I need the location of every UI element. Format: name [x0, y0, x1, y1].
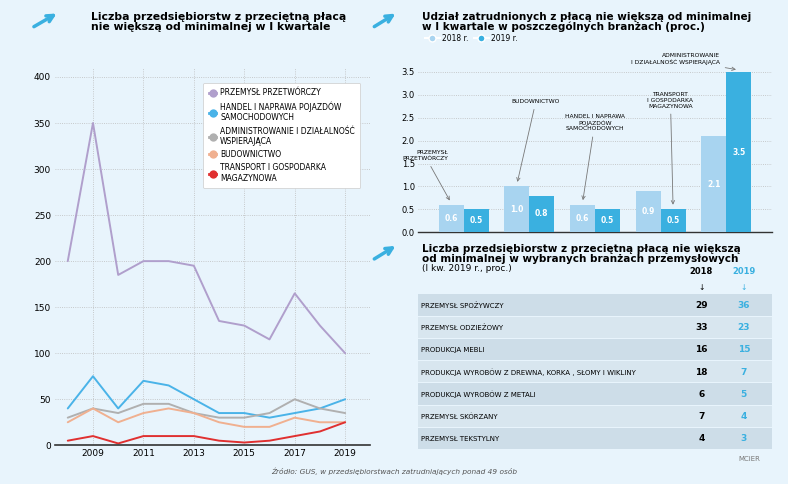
Text: 16: 16 [695, 346, 708, 354]
Text: 0.5: 0.5 [667, 216, 680, 226]
Text: 4: 4 [698, 435, 704, 443]
Text: w I kwartale w poszczególnych branżach (proc.): w I kwartale w poszczególnych branżach (… [422, 22, 704, 32]
Text: MCiER: MCiER [738, 456, 760, 462]
Text: 0.5: 0.5 [470, 216, 483, 226]
Text: Źródło: GUS, w przedsiębiorstwach zatrudniających ponad 49 osób: Źródło: GUS, w przedsiębiorstwach zatrud… [271, 468, 517, 475]
Text: PRODUKCJA WYROBÓW Z DREWNA, KORKA , SŁOMY I WIKLINY: PRODUKCJA WYROBÓW Z DREWNA, KORKA , SŁOM… [421, 368, 636, 376]
Text: 1.0: 1.0 [510, 205, 523, 214]
Text: 7: 7 [741, 368, 747, 377]
Bar [530, 196, 554, 232]
Bar [463, 210, 489, 232]
Bar [701, 136, 727, 232]
Bar [439, 205, 463, 232]
Text: 0.5: 0.5 [600, 216, 614, 226]
Bar [418, 339, 772, 360]
Text: PRODUKCJA WYROBÓW Z METALI: PRODUKCJA WYROBÓW Z METALI [421, 391, 536, 398]
Text: 2018: 2018 [690, 267, 713, 276]
Text: 3: 3 [741, 435, 747, 443]
Text: PRZEMYSŁ SPOŻYWCZY: PRZEMYSŁ SPOŻYWCZY [421, 302, 504, 309]
Text: ↓: ↓ [698, 283, 704, 292]
Text: ADMINISTROWANIE
I DZIAŁALNOŚĆ WSPIERAJĄCA: ADMINISTROWANIE I DZIAŁALNOŚĆ WSPIERAJĄC… [630, 53, 735, 71]
Text: 36: 36 [738, 301, 750, 310]
Text: 4: 4 [741, 412, 747, 421]
Text: 0.6: 0.6 [444, 214, 458, 223]
Text: Liczba przedsiębiorstw z przeciętną płacą: Liczba przedsiębiorstw z przeciętną płac… [91, 12, 346, 22]
Legend: 2018 r., 2019 r.: 2018 r., 2019 r. [422, 30, 521, 45]
Text: 29: 29 [695, 301, 708, 310]
Text: 2.1: 2.1 [707, 180, 720, 189]
Text: 0.8: 0.8 [535, 210, 548, 218]
Text: PRZEMYSŁ ODZIEŻOWY: PRZEMYSŁ ODZIEŻOWY [421, 324, 504, 331]
Text: 18: 18 [695, 368, 708, 377]
Text: PRZEMYSŁ TEKSTYLNY: PRZEMYSŁ TEKSTYLNY [421, 436, 500, 442]
Text: BUDOWNICTWO: BUDOWNICTWO [511, 99, 560, 181]
Text: HANDEL I NAPRAWA
POJAZDÓW
SAMOCHODOWYCH: HANDEL I NAPRAWA POJAZDÓW SAMOCHODOWYCH [565, 114, 625, 199]
Text: 5: 5 [741, 390, 747, 399]
Text: PRZEMYSŁ
PRZETWÓRCZY: PRZEMYSŁ PRZETWÓRCZY [402, 151, 449, 200]
Legend: PRZEMYSŁ PRZETWÓRCZY, HANDEL I NAPRAWA POJAZDÓW
SAMOCHODOWYCH, ADMINISTROWANIE I: PRZEMYSŁ PRZETWÓRCZY, HANDEL I NAPRAWA P… [203, 83, 360, 188]
Text: Liczba przedsiębiorstw z przeciętną płacą nie większą: Liczba przedsiębiorstw z przeciętną płac… [422, 244, 741, 255]
Text: ↓: ↓ [741, 283, 747, 292]
Text: nie większą od minimalnej w I kwartale: nie większą od minimalnej w I kwartale [91, 22, 330, 32]
Bar [660, 210, 686, 232]
Text: 23: 23 [738, 323, 750, 332]
Text: 0.6: 0.6 [576, 214, 589, 223]
Text: od minimalnej w wybranych branżach przemysłowych: od minimalnej w wybranych branżach przem… [422, 254, 738, 264]
Text: 2019: 2019 [732, 267, 756, 276]
Text: 15: 15 [738, 346, 750, 354]
Text: 3.5: 3.5 [732, 148, 745, 157]
Text: TRANSPORT
I GOSPODARKA
MAGAZYNOWA: TRANSPORT I GOSPODARKA MAGAZYNOWA [648, 92, 693, 204]
Text: PRZEMYSŁ SKÓRZANY: PRZEMYSŁ SKÓRZANY [421, 413, 498, 420]
Text: 7: 7 [698, 412, 704, 421]
Bar [418, 428, 772, 449]
Text: 33: 33 [695, 323, 708, 332]
Text: (I kw. 2019 r., proc.): (I kw. 2019 r., proc.) [422, 264, 511, 273]
Bar [418, 383, 772, 405]
Text: PRODUKCJA MEBLI: PRODUKCJA MEBLI [421, 347, 485, 353]
Bar [636, 191, 660, 232]
Bar [418, 406, 772, 427]
Bar [504, 186, 530, 232]
Bar [595, 210, 620, 232]
Bar [418, 294, 772, 316]
Bar [418, 317, 772, 338]
Text: 6: 6 [698, 390, 704, 399]
Text: 0.9: 0.9 [641, 207, 655, 216]
Text: Udział zatrudnionych z płacą nie większą od minimalnej: Udział zatrudnionych z płacą nie większą… [422, 12, 751, 22]
Bar [570, 205, 595, 232]
Bar [418, 361, 772, 382]
Bar [727, 72, 751, 232]
